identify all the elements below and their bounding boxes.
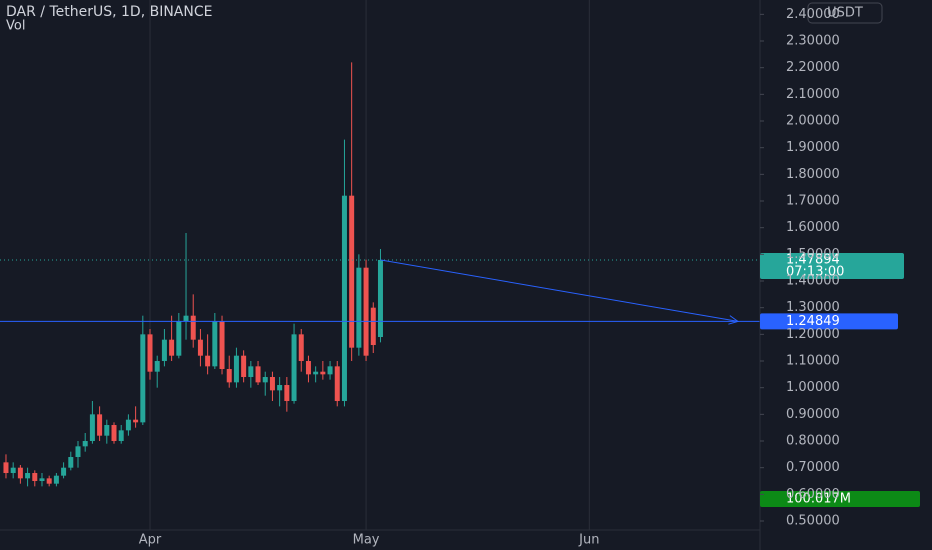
candle-body <box>212 321 218 367</box>
candle-body <box>89 414 95 442</box>
candle-body <box>125 419 131 431</box>
y-tick-label: 1.20000 <box>786 327 840 342</box>
volume-label: 100.017M <box>786 492 851 507</box>
candle-body <box>97 414 103 436</box>
currency-label[interactable]: USDT <box>827 6 863 21</box>
candle-body <box>140 334 146 423</box>
candle-body <box>10 467 16 474</box>
candle-body <box>111 425 117 442</box>
y-tick-label: 1.10000 <box>786 354 840 369</box>
candle-body <box>197 339 203 356</box>
candle-body <box>118 430 124 442</box>
y-tick-label: 2.20000 <box>786 60 840 75</box>
x-tick-label: May <box>353 533 380 548</box>
candle-body <box>190 315 196 340</box>
candle-body <box>320 371 326 375</box>
y-tick-label: 1.70000 <box>786 194 840 209</box>
candle-body <box>147 334 153 372</box>
candle-body <box>39 478 45 482</box>
plot-area <box>0 0 760 530</box>
candle-body <box>161 339 167 362</box>
candle-body <box>17 467 23 479</box>
candle-body <box>61 467 67 476</box>
y-tick-label: 0.90000 <box>786 407 840 422</box>
candle-body <box>370 307 376 346</box>
y-tick-label: 1.60000 <box>786 220 840 235</box>
candle-body <box>262 377 268 383</box>
candle-body <box>183 315 189 322</box>
candle-body <box>133 419 139 423</box>
candle-body <box>313 371 319 375</box>
candle-body <box>233 355 239 383</box>
arrow-head <box>728 315 740 325</box>
candle-body <box>53 475 59 484</box>
y-tick-label: 1.30000 <box>786 300 840 315</box>
y-tick-label: 1.40000 <box>786 274 840 289</box>
candle-body <box>291 334 297 402</box>
candle-body <box>68 457 74 468</box>
y-tick-label: 1.80000 <box>786 167 840 182</box>
candle-body <box>327 366 333 375</box>
candle-body <box>356 267 362 348</box>
candle-body <box>3 462 9 474</box>
candle-body <box>255 366 261 383</box>
candle-body <box>176 321 182 356</box>
y-tick-label: 2.30000 <box>786 34 840 49</box>
horizontal-line-label: 1.24849 <box>786 314 840 329</box>
y-tick-label: 1.50000 <box>786 247 840 262</box>
candle-body <box>334 366 340 402</box>
last-price-label: 1.47894 <box>786 252 840 267</box>
y-tick-label: 2.10000 <box>786 87 840 102</box>
trend-arrow <box>380 259 739 322</box>
candle-body <box>341 195 347 402</box>
candle-body <box>241 355 247 378</box>
candle-body <box>169 339 175 356</box>
candle-body <box>377 259 383 338</box>
y-tick-label: 1.90000 <box>786 140 840 155</box>
candle-body <box>75 446 81 458</box>
x-tick-label: Jun <box>578 533 599 548</box>
candle-body <box>298 334 304 362</box>
candle-body <box>349 195 355 348</box>
subtitle: Vol <box>6 19 25 34</box>
candle-body <box>248 366 254 378</box>
candle-body <box>305 361 311 375</box>
candle-body <box>32 473 38 482</box>
candle-body <box>104 425 110 436</box>
chart-title: DAR / TetherUS, 1D, BINANCE <box>6 4 212 20</box>
candle-body <box>46 478 52 484</box>
currency-button[interactable] <box>807 2 883 24</box>
x-tick-label: Apr <box>139 533 162 548</box>
candle-body <box>219 321 225 370</box>
last-price-box <box>760 252 904 279</box>
candle-body <box>205 355 211 367</box>
candle-body <box>82 441 88 447</box>
countdown-label: 07:13:00 <box>786 264 844 279</box>
y-tick-label: 1.00000 <box>786 380 840 395</box>
candle-body <box>363 267 369 356</box>
candle-body <box>154 361 160 372</box>
horizontal-line-box <box>760 313 898 330</box>
candle-body <box>284 385 290 402</box>
y-tick-label: 0.60000 <box>786 487 840 502</box>
y-tick-label: 2.40000 <box>786 7 840 22</box>
y-tick-label: 2.00000 <box>786 114 840 129</box>
candle-body <box>25 473 31 479</box>
candle-body <box>226 369 232 383</box>
candle-body <box>277 385 283 391</box>
y-tick-label: 0.70000 <box>786 460 840 475</box>
volume-box <box>760 491 920 507</box>
y-tick-label: 0.80000 <box>786 434 840 449</box>
y-tick-label: 0.50000 <box>786 514 840 529</box>
candle-body <box>269 377 275 391</box>
